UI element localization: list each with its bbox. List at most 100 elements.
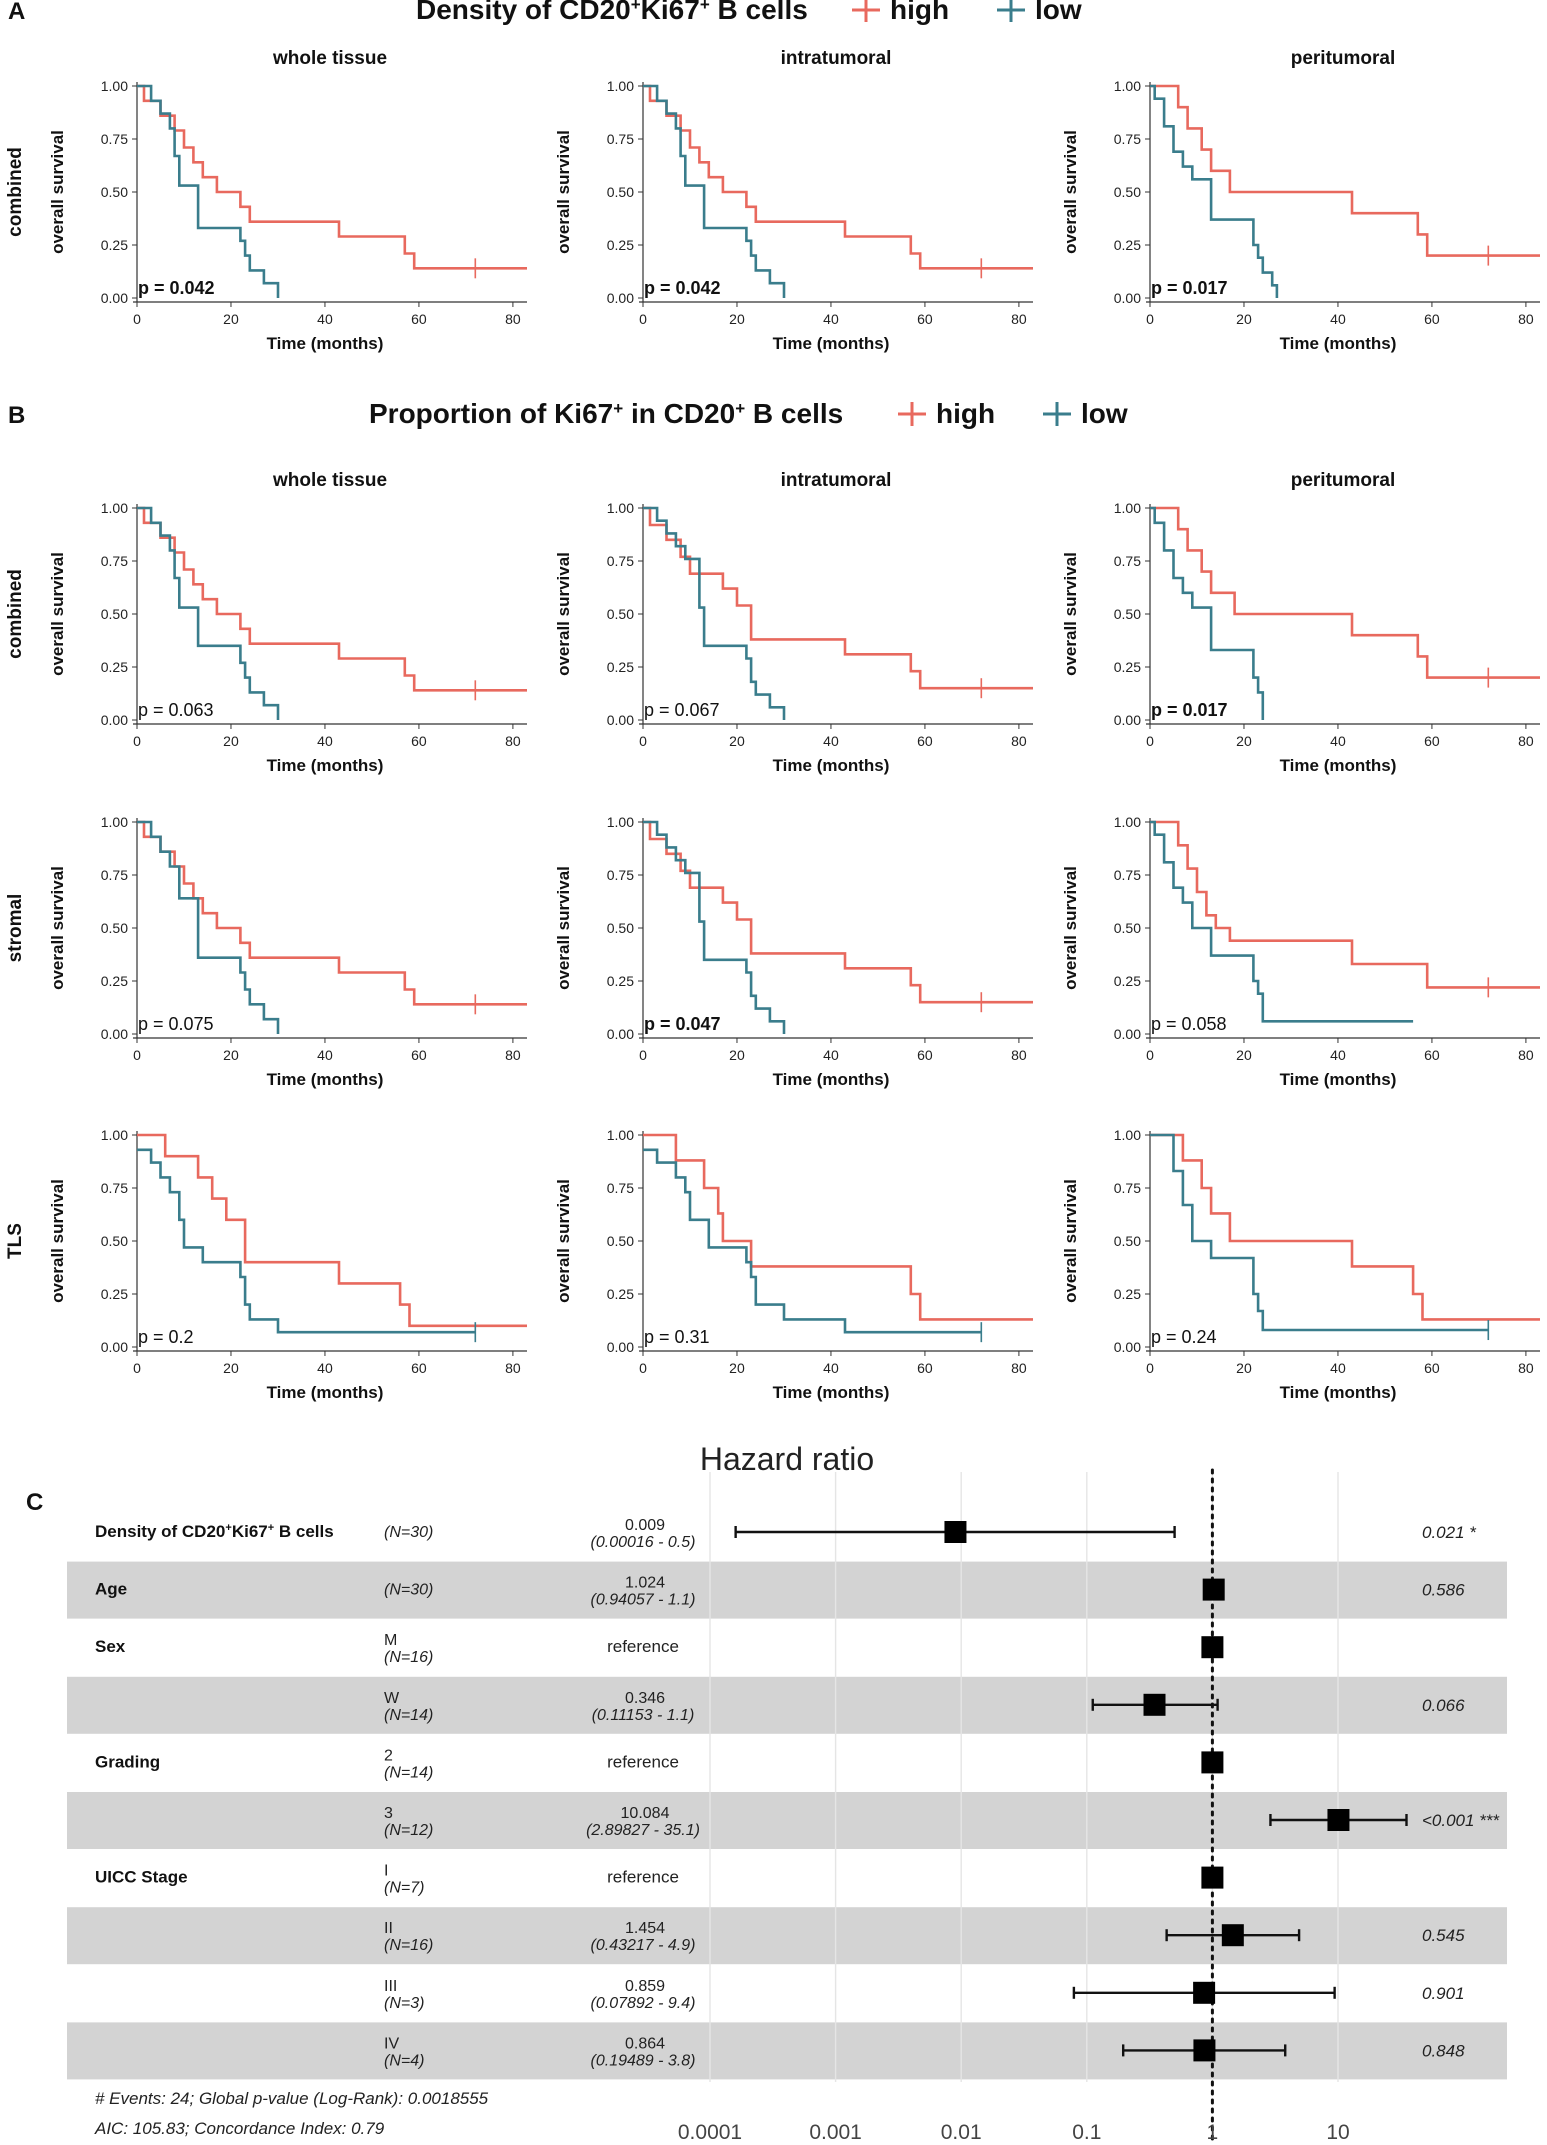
km-panel: 0.00 0.25 0.50 0.75 1.00 0 20 40 60 80 Time (month… [1061, 470, 1540, 775]
p-value: p = 0.042 [644, 278, 721, 298]
x-axis-label: Time (months) [1280, 1070, 1397, 1089]
x-tick-label: 60 [411, 311, 427, 327]
level-label: M [384, 1632, 397, 1649]
forest-x-tick-label: 0.01 [941, 2121, 982, 2144]
km-curve-high [137, 84, 527, 270]
x-tick-label: 40 [823, 1047, 839, 1063]
forest-row: 3(N=12) 10.084(2.89827 - 35.1) <0.001 *** [384, 1805, 1500, 1839]
x-tick-label: 40 [317, 1047, 333, 1063]
x-axis-label: Time (months) [773, 1383, 890, 1402]
x-tick-label: 20 [729, 1360, 745, 1376]
x-tick-label: 40 [823, 311, 839, 327]
hazard-marker [1193, 1981, 1216, 2004]
y-tick-label: 0.75 [101, 1180, 128, 1196]
legend-high-label: high [890, 0, 949, 25]
y-tick-label: 1.00 [101, 500, 128, 516]
estimate-label: reference [607, 1637, 679, 1656]
km-curve-high [137, 506, 527, 692]
variable-label: Sex [95, 1637, 126, 1656]
x-tick-label: 20 [1236, 733, 1252, 749]
forest-row: IV(N=4) 0.864(0.19489 - 3.8) 0.848 [384, 2035, 1465, 2069]
x-tick-label: 80 [1518, 1047, 1534, 1063]
ci-label: (0.43217 - 4.9) [591, 1937, 696, 1954]
km-panel: 0.00 0.25 0.50 0.75 1.00 0 20 40 60 80 Time (month… [1061, 48, 1540, 353]
hazard-marker [1202, 1578, 1225, 1601]
y-tick-label: 0.00 [607, 1026, 634, 1042]
ci-label: (0.19489 - 3.8) [591, 2052, 696, 2069]
y-tick-label: 0.75 [1114, 131, 1141, 147]
x-tick-label: 0 [133, 733, 141, 749]
row-band [67, 1676, 1507, 1734]
x-tick-label: 60 [917, 1360, 933, 1376]
y-tick-label: 0.25 [607, 973, 634, 989]
y-tick-label: 0.00 [607, 1339, 634, 1355]
x-tick-label: 0 [1146, 1047, 1154, 1063]
y-axis-label: overall survival [554, 552, 573, 676]
x-tick-label: 0 [133, 1360, 141, 1376]
forest-x-tick-label: 0.1 [1072, 2121, 1101, 2144]
y-tick-label: 0.25 [607, 659, 634, 675]
n-label: (N=16) [384, 1649, 433, 1666]
x-tick-label: 80 [505, 311, 521, 327]
x-tick-label: 20 [223, 733, 239, 749]
x-tick-label: 20 [1236, 1360, 1252, 1376]
hazard-marker [1193, 2039, 1216, 2062]
y-tick-label: 0.75 [101, 553, 128, 569]
x-axis-label: Time (months) [1280, 756, 1397, 775]
p-value: p = 0.017 [1151, 700, 1228, 720]
y-tick-label: 0.50 [1114, 606, 1141, 622]
y-tick-label: 0.50 [101, 920, 128, 936]
row-band [67, 1561, 1507, 1619]
forest-x-tick-label: 0.0001 [678, 2121, 742, 2144]
x-tick-label: 60 [917, 1047, 933, 1063]
row-label: TLS [5, 1223, 26, 1259]
km-curve-high [643, 1133, 1033, 1321]
p-value: p = 0.017 [1151, 278, 1228, 298]
x-tick-label: 60 [411, 733, 427, 749]
y-tick-label: 0.00 [1114, 1026, 1141, 1042]
y-tick-label: 0.00 [607, 712, 634, 728]
km-curve-low [1150, 820, 1414, 1023]
hazard-marker [944, 1521, 967, 1543]
km-curve-low [1150, 506, 1265, 720]
y-tick-label: 0.25 [1114, 659, 1141, 675]
p-value-label: <0.001 *** [1422, 1811, 1500, 1830]
x-tick-label: 80 [1518, 733, 1534, 749]
p-value-label: 0.586 [1422, 1581, 1465, 1600]
level-label: II [384, 1920, 393, 1937]
km-curve-low [137, 1148, 476, 1334]
hazard-marker [1201, 1751, 1224, 1774]
km-curve-low [137, 506, 280, 720]
x-tick-label: 80 [1011, 1360, 1027, 1376]
x-tick-label: 80 [1518, 311, 1534, 327]
x-tick-label: 60 [917, 311, 933, 327]
row-label: stromal [5, 894, 26, 963]
hazard-marker [1201, 1866, 1224, 1889]
hazard-marker [1221, 1924, 1244, 1947]
y-tick-label: 0.25 [101, 973, 128, 989]
km-panel: 0.00 0.25 0.50 0.75 1.00 0 20 40 60 80 Time (month… [554, 814, 1033, 1089]
y-tick-label: 0.50 [1114, 920, 1141, 936]
y-tick-label: 0.00 [101, 1026, 128, 1042]
ci-label: (0.11153 - 1.1) [592, 1707, 695, 1724]
panel-letter: B [8, 402, 25, 429]
y-tick-label: 0.00 [607, 290, 634, 306]
p-value: p = 0.047 [644, 1014, 721, 1034]
km-panel: 0.00 0.25 0.50 0.75 1.00 0 20 40 60 80 Time (month… [48, 48, 527, 353]
column-title: intratumoral [781, 470, 892, 491]
y-axis-label: overall survival [1061, 1179, 1080, 1303]
y-axis-label: overall survival [554, 866, 573, 990]
y-tick-label: 0.75 [1114, 867, 1141, 883]
y-axis-label: overall survival [1061, 552, 1080, 676]
p-value-label: 0.848 [1422, 2041, 1465, 2060]
y-tick-label: 1.00 [101, 1127, 128, 1143]
forest-x-tick-label: 10 [1326, 2121, 1349, 2144]
x-tick-label: 40 [317, 1360, 333, 1376]
km-curve-high [137, 820, 527, 1006]
x-tick-label: 40 [823, 1360, 839, 1376]
p-value: p = 0.24 [1151, 1327, 1217, 1347]
x-tick-label: 80 [505, 733, 521, 749]
km-panel: 0.00 0.25 0.50 0.75 1.00 0 20 40 60 80 Time (month… [554, 470, 1033, 775]
y-tick-label: 0.25 [101, 237, 128, 253]
